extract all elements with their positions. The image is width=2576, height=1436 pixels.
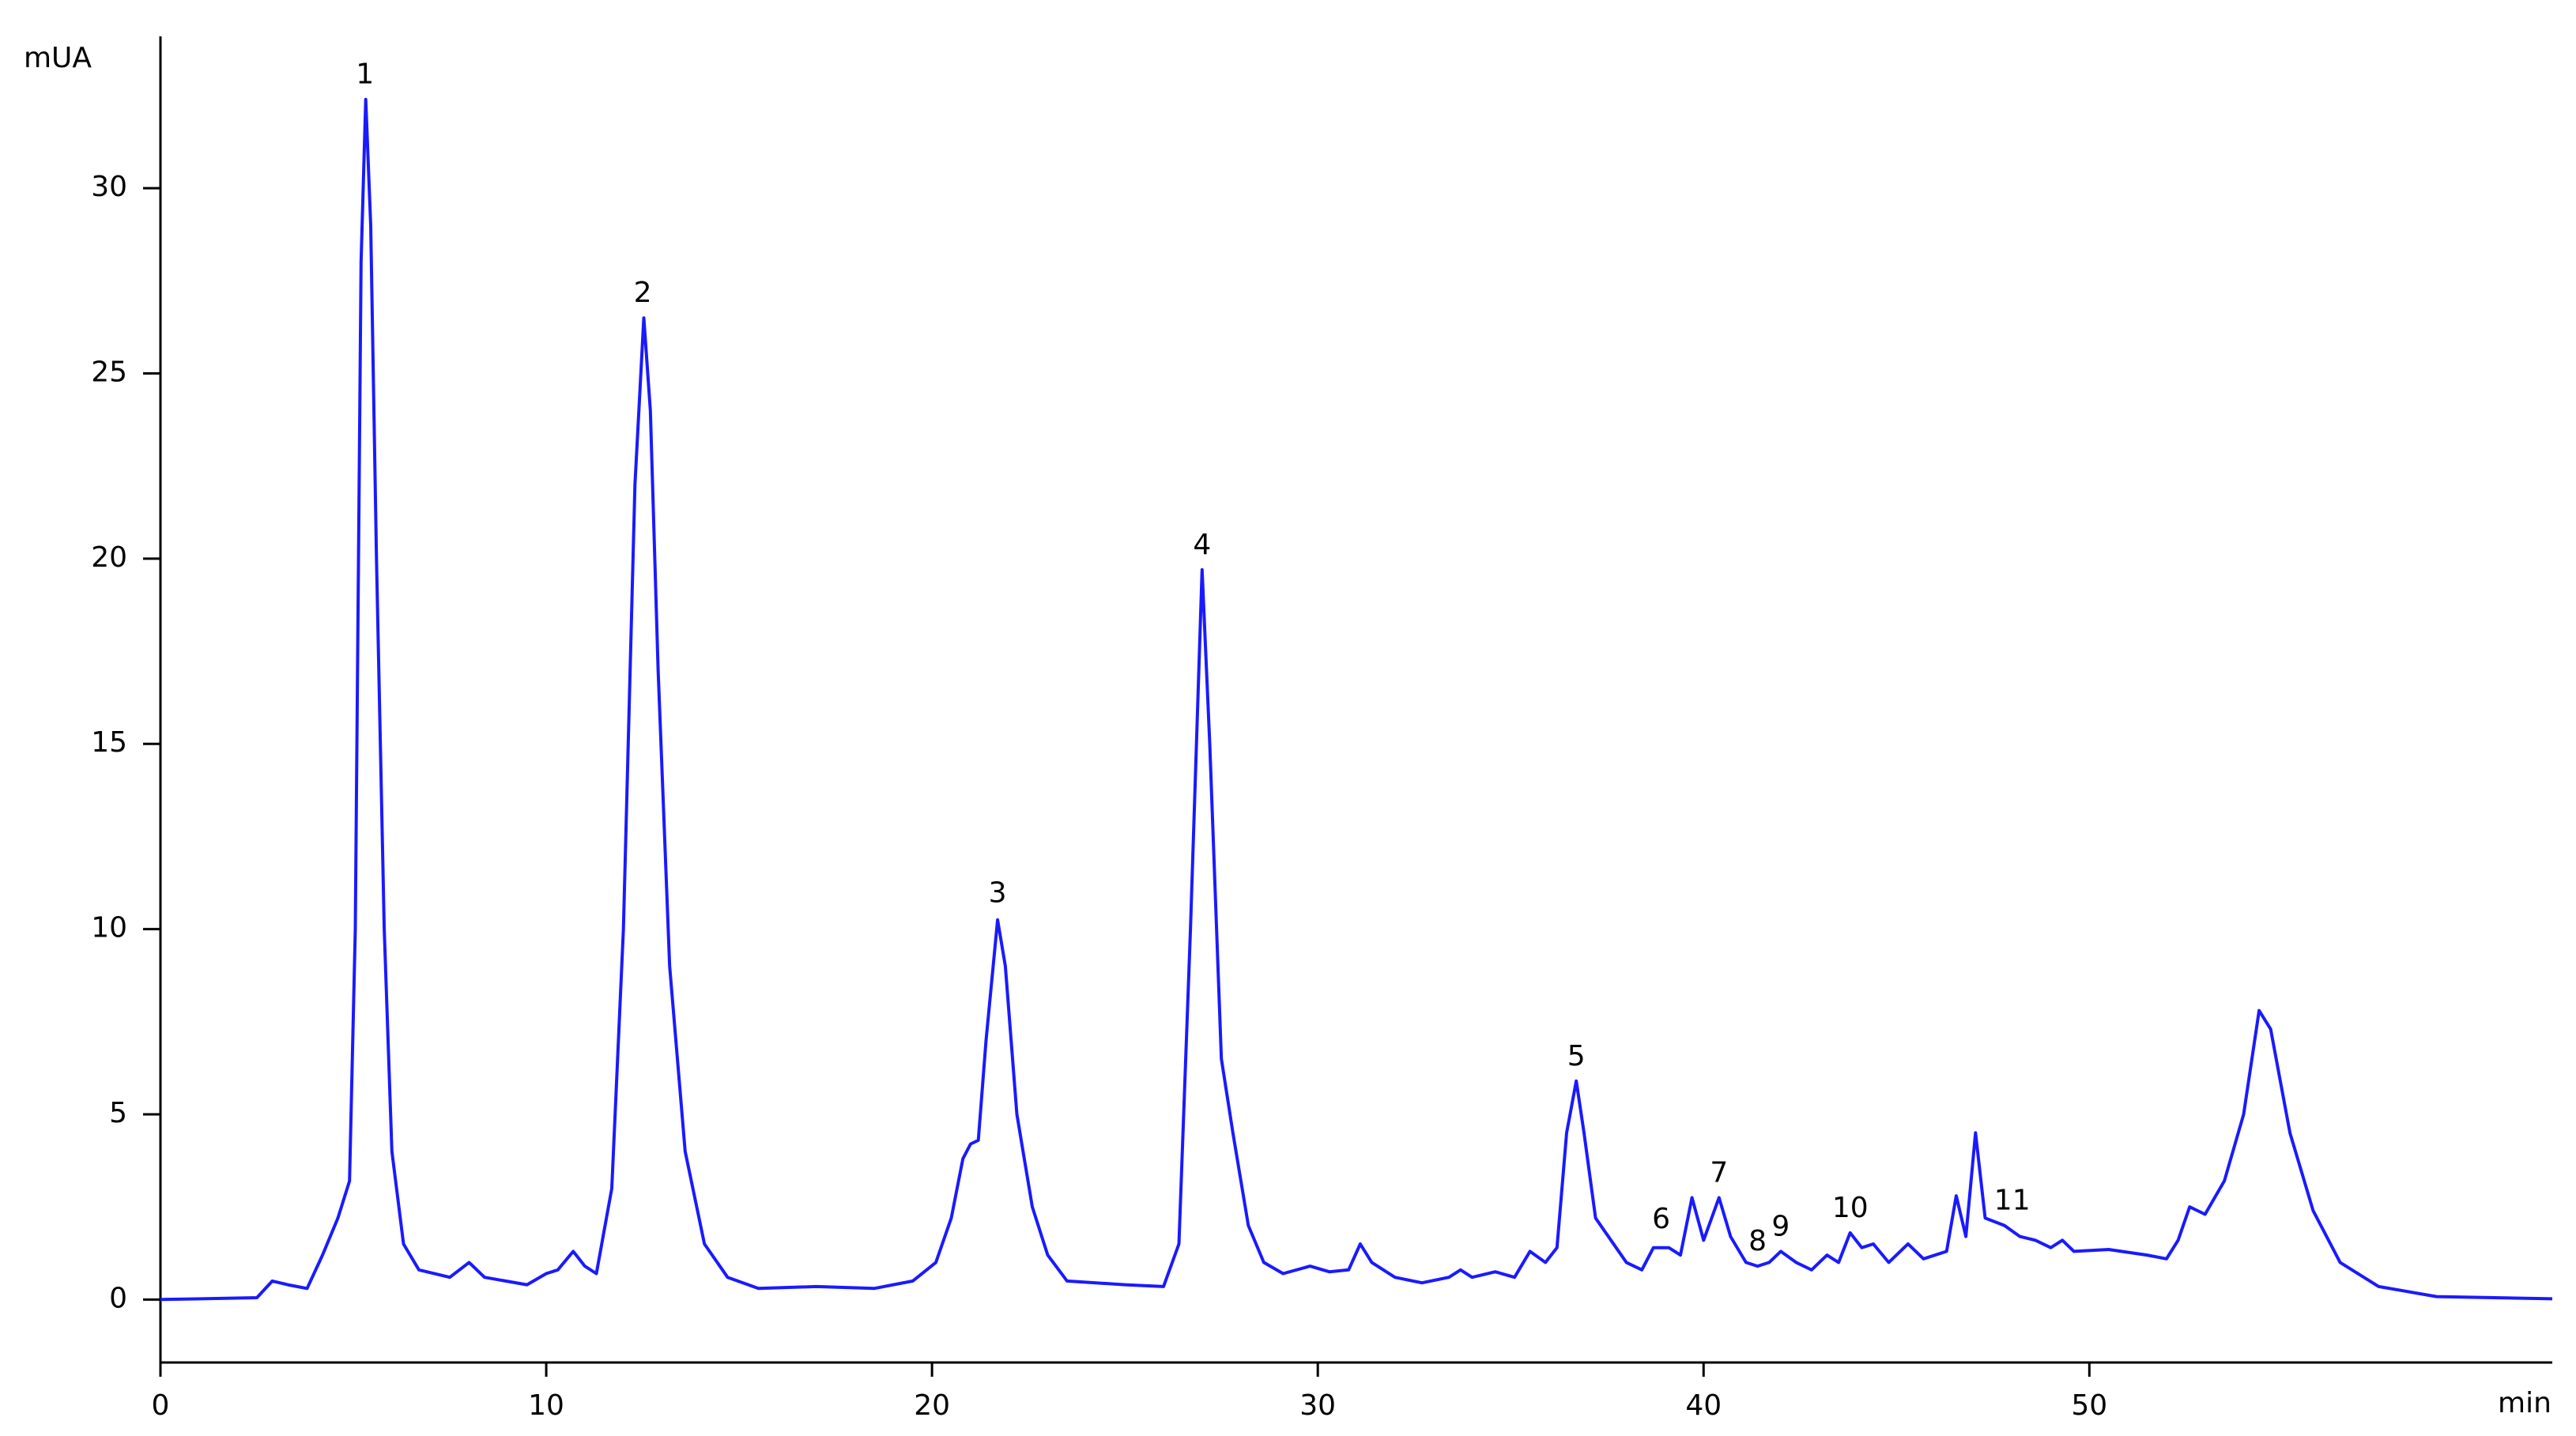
peak-label: 7 xyxy=(1710,1156,1728,1189)
x-tick-label: 50 xyxy=(2071,1389,2107,1422)
peak-label: 1 xyxy=(356,58,374,91)
y-tick-label: 30 xyxy=(91,171,127,203)
y-axis-label: mUA xyxy=(24,42,92,74)
y-tick-label: 15 xyxy=(91,726,127,759)
x-tick-label: 20 xyxy=(914,1389,950,1422)
peak-label: 2 xyxy=(634,277,652,309)
x-tick-label: 0 xyxy=(152,1389,170,1422)
chromatogram-line xyxy=(160,97,2553,1302)
x-tick-label: 10 xyxy=(528,1389,564,1422)
peak-label: 11 xyxy=(1994,1185,2031,1217)
y-tick-label: 0 xyxy=(109,1282,127,1314)
peak-label: 5 xyxy=(1567,1040,1586,1072)
y-tick-label: 25 xyxy=(91,356,127,389)
y-tick-label: 5 xyxy=(109,1097,127,1129)
peak-label: 6 xyxy=(1652,1203,1670,1235)
y-tick-label: 20 xyxy=(91,541,127,574)
x-tick-label: 30 xyxy=(1299,1389,1336,1422)
y-tick-label: 10 xyxy=(91,912,127,944)
x-axis-label: min xyxy=(2498,1387,2551,1419)
peak-label: 3 xyxy=(989,877,1007,910)
peak-label: 4 xyxy=(1193,529,1211,561)
peak-label: 10 xyxy=(1832,1192,1869,1224)
x-tick-label: 40 xyxy=(1685,1389,1722,1422)
peak-label: 9 xyxy=(1771,1210,1790,1242)
peak-label: 8 xyxy=(1748,1225,1767,1257)
